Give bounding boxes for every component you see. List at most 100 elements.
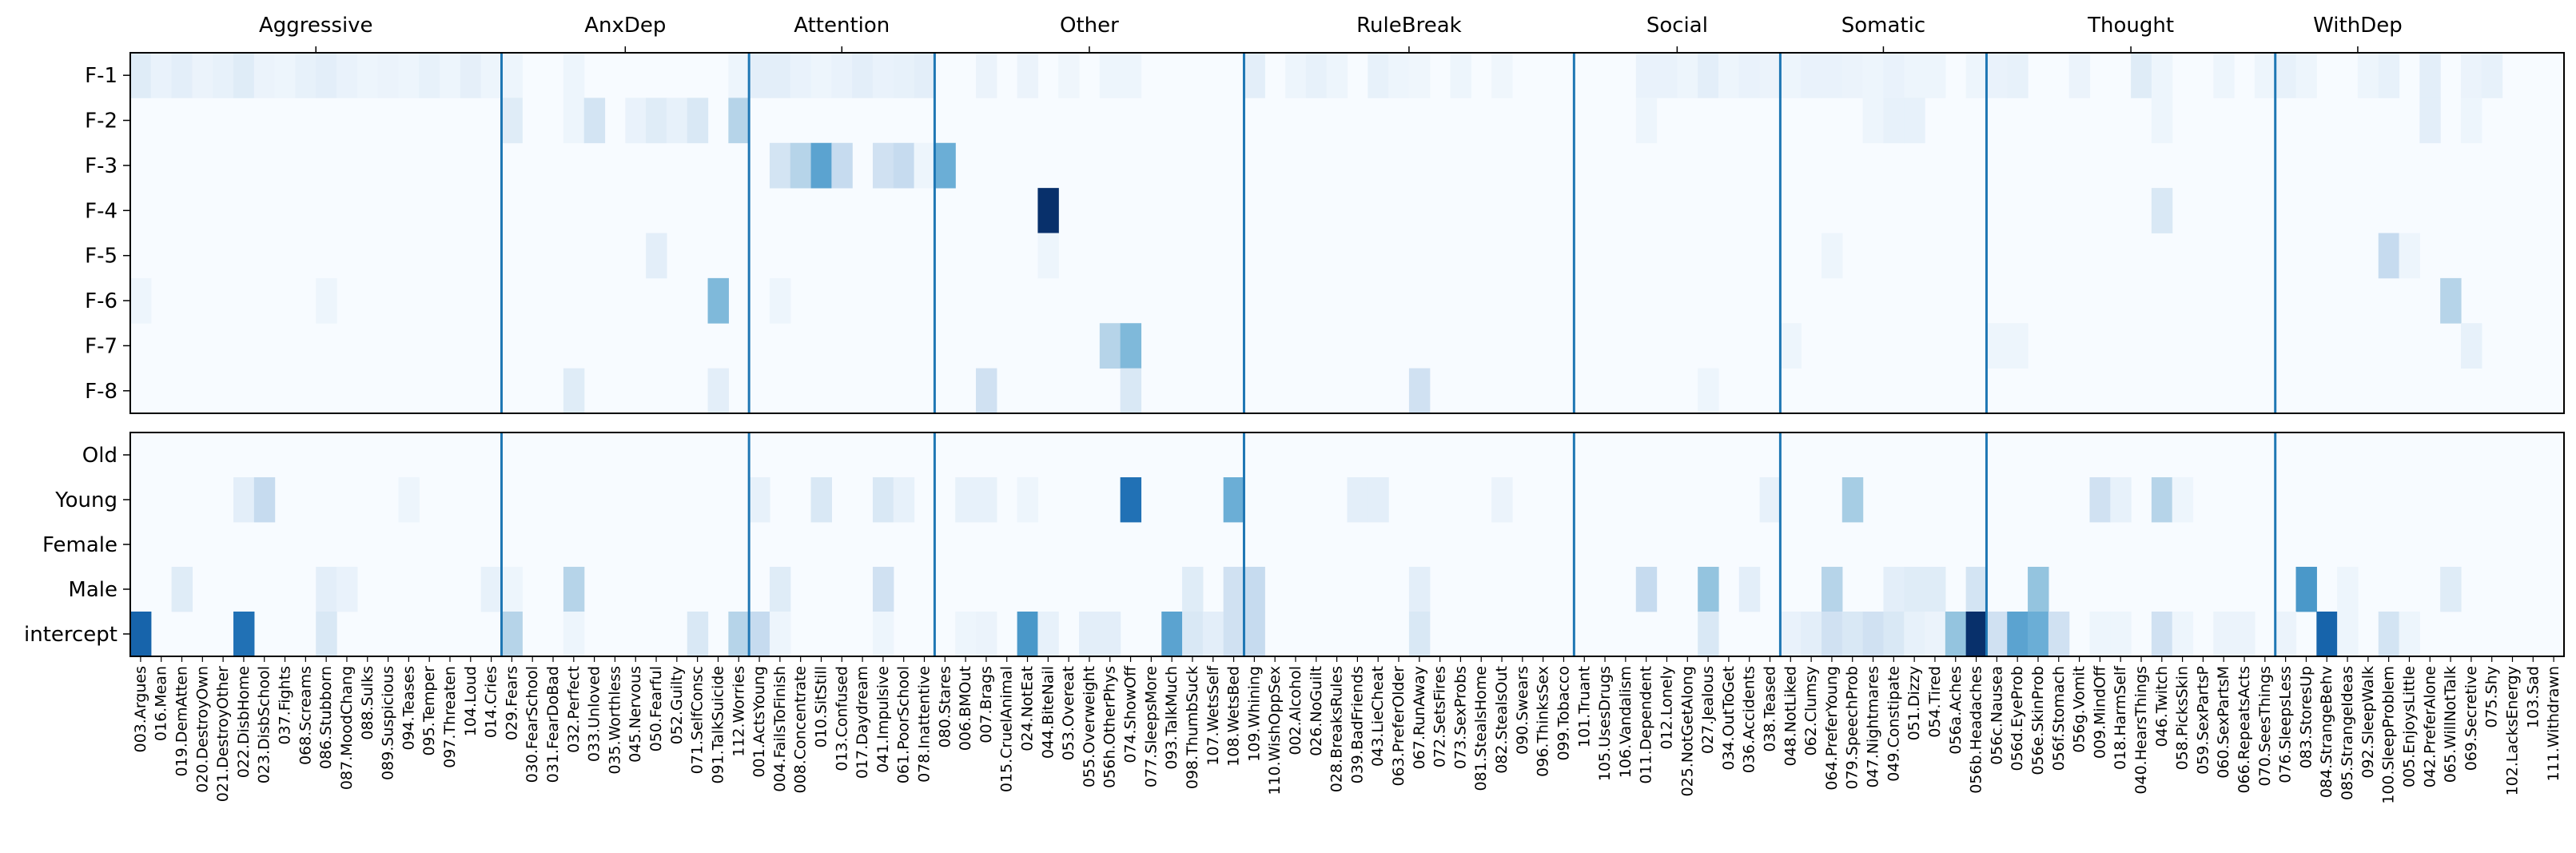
column-label: 039.BadFriends [1348, 666, 1366, 783]
heatmap-cell [583, 98, 606, 144]
heatmap-cell [2028, 567, 2049, 612]
heatmap-cell [480, 53, 503, 98]
column-label: 056f.Stomach [2050, 666, 2068, 771]
heatmap-cell [2419, 98, 2441, 144]
row-label: Old [82, 444, 117, 468]
row-label: F-4 [85, 199, 117, 223]
heatmap-cell [398, 477, 420, 523]
heatmap-cell [2151, 98, 2173, 144]
column-label: 044.BiteNail [1039, 666, 1057, 759]
column-label: 110.WishOppSex [1266, 666, 1284, 795]
column-label: 097.Threaten [441, 666, 459, 768]
column-label: 007.Brags [977, 666, 995, 743]
heatmap-cell [480, 567, 503, 612]
heatmap-cell [2151, 188, 2173, 233]
column-label: 023.DisbSchool [256, 666, 273, 783]
heatmap-cell [2337, 612, 2359, 657]
heatmap-cell [130, 277, 152, 324]
column-label: 111.Withdrawn [2545, 666, 2562, 782]
heatmap-cell [1347, 477, 1368, 523]
heatmap-cell [955, 477, 977, 523]
column-label: 011.Dependent [1638, 666, 1655, 784]
heatmap-cell [1883, 53, 1905, 98]
heatmap-cell [1408, 53, 1431, 98]
heatmap-cell [233, 612, 255, 657]
heatmap-cell [1305, 53, 1328, 98]
column-label: 015.CruelAnimal [998, 666, 1016, 792]
heatmap-cell [1408, 567, 1431, 612]
column-label: 092.SleepWalk [2359, 666, 2377, 779]
heatmap-cell [893, 477, 915, 523]
column-label: 102.LacksEnergy [2503, 666, 2521, 795]
heatmap-cell [831, 53, 853, 98]
heatmap-cell [1161, 612, 1183, 657]
heatmap-cell [2378, 233, 2400, 279]
column-label: 087.MoodChang [338, 666, 356, 790]
heatmap-cell [1801, 53, 1822, 98]
heatmap-cell [2440, 277, 2462, 324]
heatmap-cell [976, 368, 997, 414]
heatmap-cell [563, 612, 585, 657]
heatmap-cell [2131, 53, 2152, 98]
heatmap-cell [1099, 323, 1121, 369]
column-label: 017.Daydream [854, 666, 871, 779]
column-label: 085.StrangeIdeas [2339, 666, 2356, 800]
column-label: 101.Truant [1575, 666, 1593, 747]
heatmap-cell [810, 477, 832, 523]
column-label: 058.PicksSkin [2174, 666, 2192, 770]
column-label: 056b.Headaches [1968, 666, 1985, 794]
heatmap-cell [872, 567, 894, 612]
heatmap-cell [872, 612, 894, 657]
column-label: 062.Clumsy [1802, 666, 1820, 756]
row-label: F-5 [85, 245, 117, 269]
row-label: Young [54, 488, 117, 512]
heatmap-cell [1037, 233, 1059, 279]
heatmap-cell [563, 53, 585, 98]
column-label: 053.Overeat [1060, 666, 1077, 760]
heatmap-cell [2378, 612, 2400, 657]
column-label: 071.SelfConsc [689, 666, 707, 774]
heatmap-cell [2275, 612, 2297, 657]
heatmap-cell [810, 53, 832, 98]
column-label: 005.EnjoysLittle [2400, 666, 2418, 787]
heatmap-cell [893, 142, 915, 189]
heatmap-cell [728, 98, 750, 144]
column-label: 072.SetsFires [1431, 666, 1449, 767]
heatmap-cell [2378, 53, 2400, 98]
heatmap-cell [769, 567, 791, 612]
column-label: 094.Teases [400, 666, 417, 751]
group-label: Attention [794, 14, 890, 38]
group-label: Aggressive [259, 14, 373, 38]
heatmap-cell [1841, 612, 1864, 657]
heatmap-cell [1841, 53, 1864, 98]
heatmap-cell [1986, 323, 2008, 369]
column-label: 045.Nervous [627, 666, 644, 763]
heatmap-cell [955, 612, 977, 657]
heatmap-cell [440, 53, 461, 98]
column-label: 060.SexPartsM [2215, 666, 2232, 779]
column-label: 040.HearsThings [2132, 666, 2150, 795]
column-label: 052.Guilty [668, 666, 686, 744]
heatmap-cell [1904, 53, 1925, 98]
heatmap-cell [1965, 612, 1988, 657]
column-label: 099.Tobacco [1555, 666, 1572, 761]
heatmap-cell [1780, 612, 1802, 657]
group-label: Social [1646, 14, 1708, 38]
column-label: 054.Tired [1926, 666, 1944, 738]
column-label: 033.Unloved [586, 666, 603, 762]
heatmap-cell [563, 567, 585, 612]
heatmap-cell [790, 53, 812, 98]
column-label: 091.TalkSuicide [709, 666, 727, 784]
heatmap-cell [1698, 612, 1719, 657]
column-label: 056g.Vomit [2071, 666, 2088, 753]
column-label: 084.StrangeBehv [2318, 666, 2335, 798]
heatmap-cell [419, 53, 440, 98]
heatmap-cell [253, 477, 276, 523]
heatmap-cell [1244, 53, 1265, 98]
column-label: 001.ActsYoung [751, 666, 768, 778]
heatmap-cell [1120, 323, 1142, 369]
heatmap-cell [872, 53, 894, 98]
heatmap-cell [769, 142, 791, 189]
heatmap-cell [2172, 477, 2194, 523]
